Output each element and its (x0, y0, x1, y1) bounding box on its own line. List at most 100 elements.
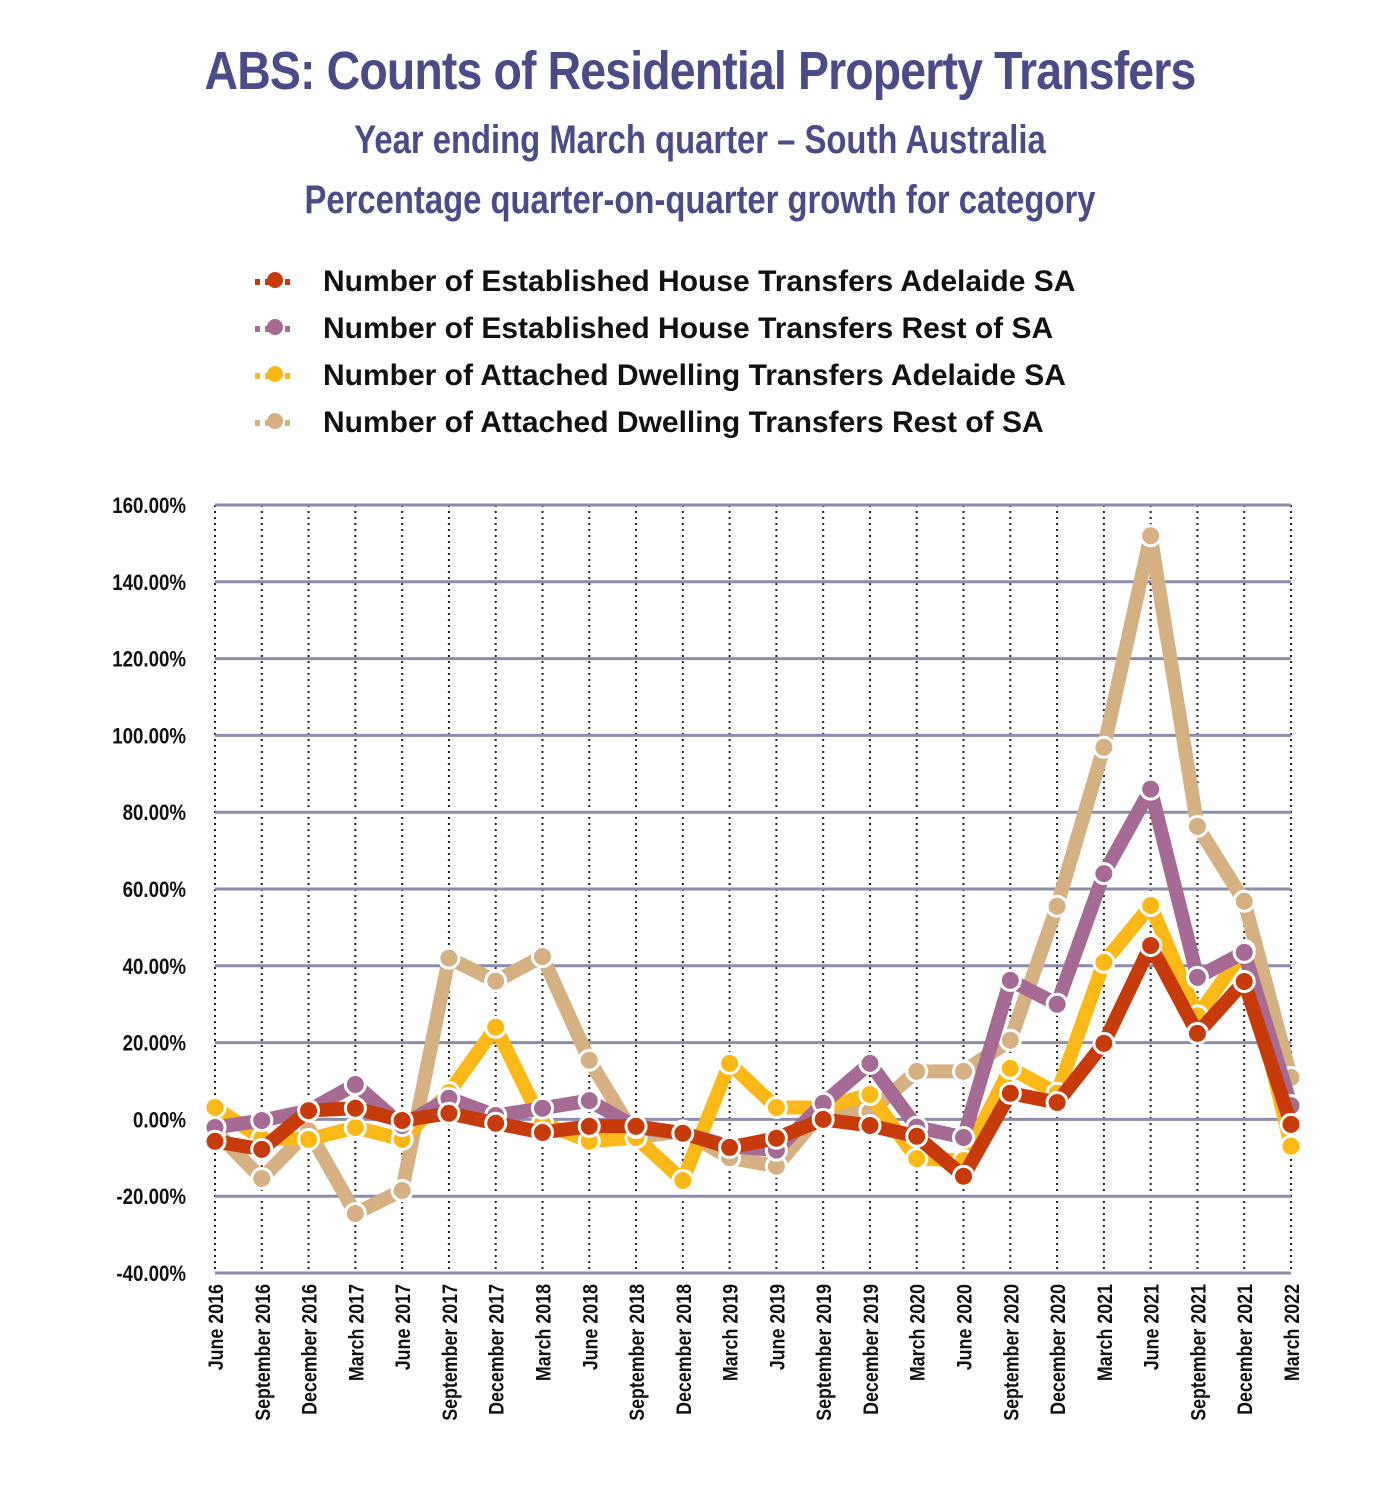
data-point (858, 1114, 882, 1138)
x-tick-label: December 2019 (860, 1284, 884, 1415)
data-point (484, 969, 508, 993)
data-point (1139, 894, 1163, 918)
x-tick-label: March 2017 (345, 1284, 369, 1381)
x-tick-label: December 2018 (673, 1284, 697, 1415)
x-tick-label: March 2018 (532, 1284, 556, 1381)
data-point (1232, 940, 1256, 964)
data-point (952, 1125, 976, 1149)
data-point (530, 945, 554, 969)
data-point (343, 1072, 367, 1096)
data-point (998, 1081, 1022, 1105)
y-tick-label: 140.00% (112, 571, 186, 595)
x-tick-label: September 2016 (251, 1284, 275, 1421)
data-point (1139, 524, 1163, 548)
x-tick-label: March 2020 (906, 1284, 930, 1381)
data-point (250, 1109, 274, 1133)
data-point (1185, 1021, 1209, 1045)
y-tick-label: 60.00% (123, 879, 186, 903)
x-tick-label: December 2021 (1234, 1284, 1258, 1415)
series-line (208, 938, 1298, 1184)
data-point (1279, 1112, 1303, 1136)
x-tick-label: June 2020 (953, 1284, 977, 1370)
x-tick-label: June 2019 (766, 1284, 790, 1370)
legend-label: Number of Attached Dwelling Transfers Ad… (323, 358, 1066, 392)
data-point (1045, 992, 1069, 1016)
data-point (577, 1114, 601, 1138)
legend-marker-icon (255, 271, 295, 288)
data-point (1092, 735, 1116, 759)
data-point (390, 1109, 414, 1133)
data-point (250, 1137, 274, 1161)
y-tick-label: 40.00% (123, 955, 186, 979)
data-point (530, 1096, 554, 1120)
data-point (764, 1126, 788, 1150)
data-point (577, 1048, 601, 1072)
data-point (905, 1124, 929, 1148)
data-point (250, 1167, 274, 1191)
data-point (998, 1028, 1022, 1052)
data-point (998, 968, 1022, 992)
data-point (484, 1015, 508, 1039)
data-point (1092, 862, 1116, 886)
legend-label: Number of Attached Dwelling Transfers Re… (323, 405, 1044, 439)
data-point (203, 1129, 227, 1153)
data-point (671, 1121, 695, 1145)
data-point (764, 1095, 788, 1119)
x-tick-label: June 2021 (1140, 1284, 1164, 1370)
data-point (437, 946, 461, 970)
data-point (1185, 965, 1209, 989)
data-point (624, 1114, 648, 1138)
legend-marker-icon (255, 318, 295, 335)
y-tick-label: 80.00% (123, 802, 186, 826)
x-tick-label: September 2018 (626, 1284, 650, 1421)
x-tick-label: December 2017 (485, 1284, 509, 1415)
chart-subtitle-2: Percentage quarter-on-quarter growth for… (304, 178, 1096, 222)
data-point (905, 1147, 929, 1171)
data-point (343, 1201, 367, 1225)
y-tick-label: 160.00% (112, 495, 186, 519)
legend-marker-icon (255, 365, 295, 382)
data-point (952, 1164, 976, 1188)
data-point (343, 1096, 367, 1120)
series-line (208, 782, 1298, 1158)
data-point (297, 1099, 321, 1123)
x-tick-label: March 2022 (1281, 1284, 1305, 1381)
legend-marker-icon (255, 412, 295, 429)
data-point (1045, 894, 1069, 918)
y-tick-label: -20.00% (116, 1186, 186, 1210)
data-point (1092, 950, 1116, 974)
data-point (1232, 889, 1256, 913)
legend-item: Number of Attached Dwelling Transfers Re… (255, 399, 1075, 446)
x-tick-label: September 2021 (1187, 1284, 1211, 1421)
legend-label: Number of Established House Transfers Ad… (323, 264, 1076, 298)
legend-item: Number of Established House Transfers Re… (255, 305, 1075, 352)
legend-item: Number of Established House Transfers Ad… (255, 258, 1075, 305)
chart-subtitle: Year ending March quarter – South Austra… (354, 118, 1046, 162)
data-point (390, 1178, 414, 1202)
x-tick-label: September 2019 (813, 1284, 837, 1421)
data-point (1279, 1134, 1303, 1158)
x-tick-label: March 2021 (1094, 1284, 1118, 1381)
x-tick-label: December 2020 (1047, 1284, 1071, 1415)
y-tick-label: 0.00% (133, 1109, 186, 1133)
data-point (577, 1089, 601, 1113)
data-point (858, 1082, 882, 1106)
data-point (343, 1115, 367, 1139)
y-tick-label: -40.00% (116, 1263, 186, 1287)
data-point (858, 1051, 882, 1075)
data-point (437, 1101, 461, 1125)
y-tick-label: 100.00% (112, 725, 186, 749)
x-tick-label: June 2017 (392, 1284, 416, 1370)
x-tick-label: September 2020 (1000, 1284, 1024, 1421)
data-point (1185, 814, 1209, 838)
data-point (952, 1059, 976, 1083)
x-tick-label: March 2019 (719, 1284, 743, 1381)
data-point (811, 1107, 835, 1131)
legend-label: Number of Established House Transfers Re… (323, 311, 1054, 345)
x-tick-label: September 2017 (439, 1284, 463, 1421)
data-point (718, 1135, 742, 1159)
y-tick-label: 20.00% (123, 1032, 186, 1056)
chart-legend: Number of Established House Transfers Ad… (255, 258, 1075, 446)
data-point (671, 1168, 695, 1192)
